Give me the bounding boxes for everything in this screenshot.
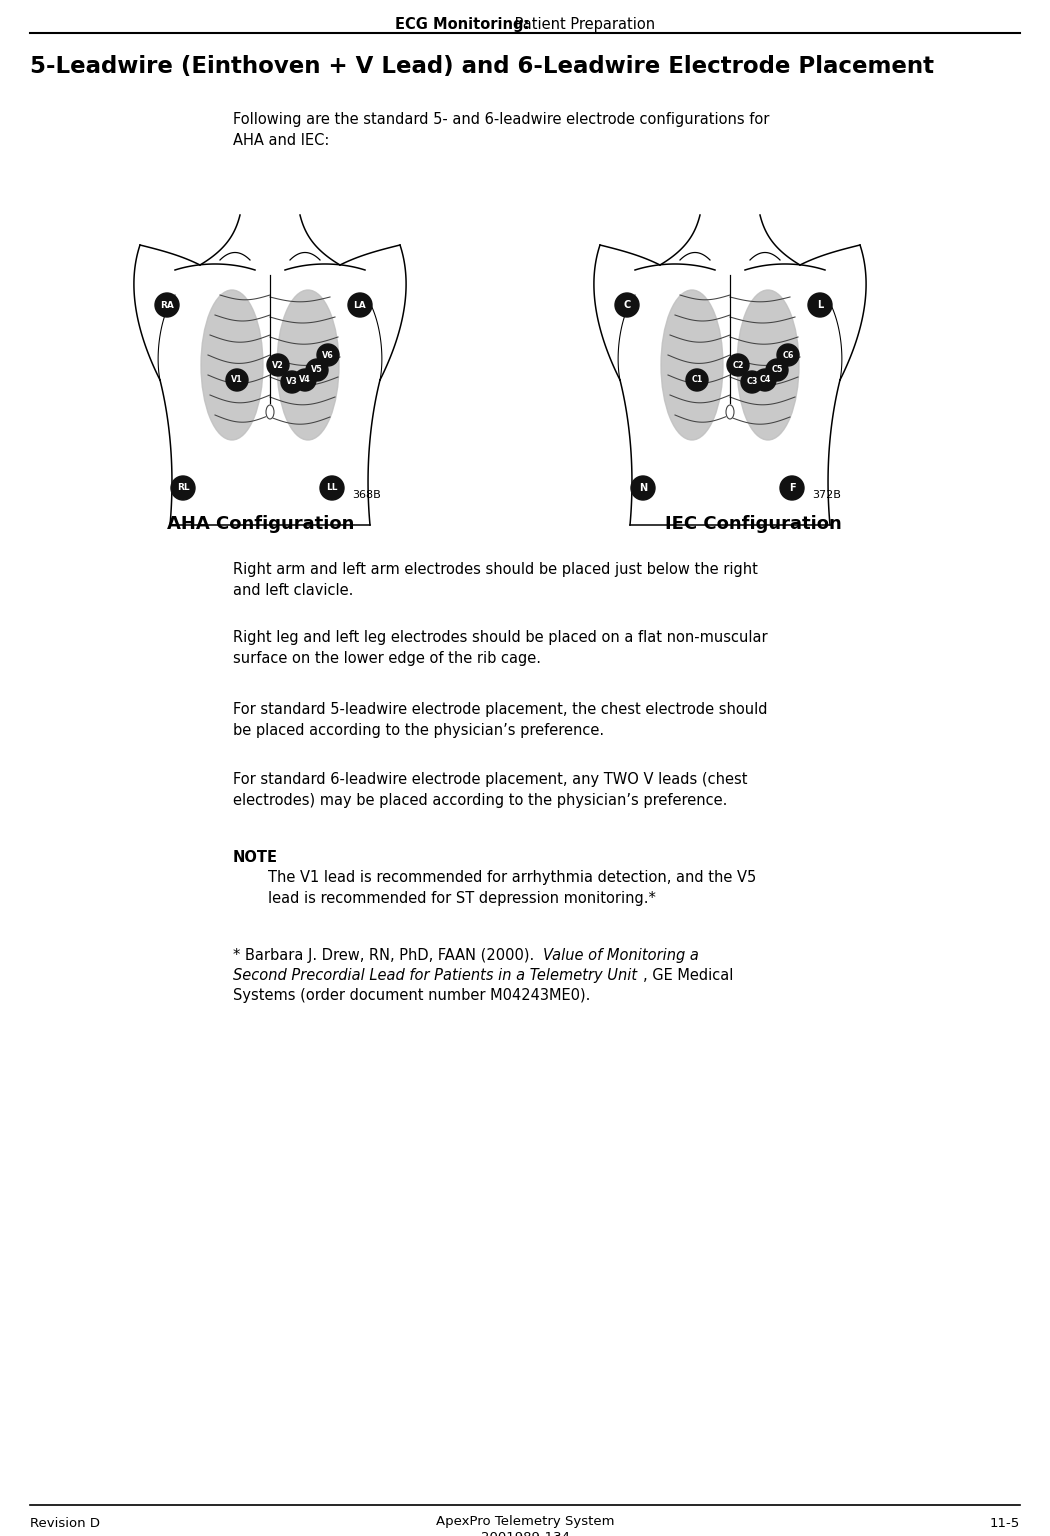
Text: Right arm and left arm electrodes should be placed just below the right
and left: Right arm and left arm electrodes should…	[233, 562, 758, 598]
Text: V5: V5	[311, 366, 323, 375]
Text: C1: C1	[691, 375, 702, 384]
Ellipse shape	[266, 406, 274, 419]
Text: 5-Leadwire (Einthoven + V Lead) and 6-Leadwire Electrode Placement: 5-Leadwire (Einthoven + V Lead) and 6-Le…	[30, 55, 934, 78]
Text: C3: C3	[747, 378, 758, 387]
Text: 372B: 372B	[812, 490, 841, 501]
Text: 368B: 368B	[352, 490, 381, 501]
Text: Second Precordial Lead for Patients in a Telemetry Unit: Second Precordial Lead for Patients in a…	[233, 968, 637, 983]
Circle shape	[171, 476, 195, 501]
Circle shape	[777, 344, 799, 366]
Circle shape	[808, 293, 832, 316]
Ellipse shape	[662, 290, 723, 439]
Text: C4: C4	[759, 375, 771, 384]
Text: V6: V6	[322, 350, 334, 359]
Text: ECG Monitoring:: ECG Monitoring:	[395, 17, 529, 32]
Circle shape	[686, 369, 708, 392]
Ellipse shape	[726, 406, 734, 419]
Circle shape	[727, 353, 749, 376]
Text: V1: V1	[231, 375, 243, 384]
Text: IEC Configuration: IEC Configuration	[665, 515, 842, 533]
Circle shape	[320, 476, 344, 501]
Text: C: C	[624, 300, 631, 310]
Circle shape	[226, 369, 248, 392]
Circle shape	[766, 359, 788, 381]
Text: Right leg and left leg electrodes should be placed on a flat non-muscular
surfac: Right leg and left leg electrodes should…	[233, 630, 768, 667]
Circle shape	[155, 293, 179, 316]
Ellipse shape	[201, 290, 262, 439]
Text: The V1 lead is recommended for arrhythmia detection, and the V5
lead is recommen: The V1 lead is recommended for arrhythmi…	[268, 869, 756, 906]
Text: V2: V2	[272, 361, 284, 370]
Text: ApexPro Telemetry System: ApexPro Telemetry System	[436, 1514, 614, 1528]
Ellipse shape	[737, 290, 799, 439]
Text: L: L	[817, 300, 823, 310]
Circle shape	[754, 369, 776, 392]
Text: RL: RL	[176, 484, 189, 493]
Circle shape	[780, 476, 804, 501]
Text: For standard 5-leadwire electrode placement, the chest electrode should
be place: For standard 5-leadwire electrode placem…	[233, 702, 768, 737]
Text: C6: C6	[782, 350, 794, 359]
Circle shape	[317, 344, 339, 366]
Circle shape	[615, 293, 639, 316]
Text: Value of Monitoring a: Value of Monitoring a	[543, 948, 699, 963]
Circle shape	[281, 372, 303, 393]
Text: AHA Configuration: AHA Configuration	[167, 515, 355, 533]
Text: 2001989-134: 2001989-134	[481, 1531, 569, 1536]
Text: 11-5: 11-5	[990, 1518, 1020, 1530]
Circle shape	[631, 476, 655, 501]
Text: For standard 6-leadwire electrode placement, any TWO V leads (chest
electrodes) : For standard 6-leadwire electrode placem…	[233, 773, 748, 808]
Text: C5: C5	[772, 366, 782, 375]
Text: Systems (order document number M04243ME0).: Systems (order document number M04243ME0…	[233, 988, 590, 1003]
Text: Patient Preparation: Patient Preparation	[510, 17, 655, 32]
Circle shape	[741, 372, 763, 393]
Text: RA: RA	[160, 301, 174, 309]
Text: , GE Medical: , GE Medical	[643, 968, 733, 983]
Circle shape	[348, 293, 372, 316]
Circle shape	[306, 359, 328, 381]
Ellipse shape	[277, 290, 339, 439]
Circle shape	[294, 369, 316, 392]
Text: Following are the standard 5- and 6-leadwire electrode configurations for
AHA an: Following are the standard 5- and 6-lead…	[233, 112, 770, 147]
Text: C2: C2	[732, 361, 743, 370]
Text: F: F	[789, 482, 795, 493]
Text: V4: V4	[299, 375, 311, 384]
Text: LL: LL	[327, 484, 338, 493]
Text: * Barbara J. Drew, RN, PhD, FAAN (2000).: * Barbara J. Drew, RN, PhD, FAAN (2000).	[233, 948, 539, 963]
Text: NOTE: NOTE	[233, 849, 278, 865]
Circle shape	[267, 353, 289, 376]
Text: LA: LA	[354, 301, 366, 309]
Text: V3: V3	[286, 378, 298, 387]
Text: N: N	[639, 482, 647, 493]
Text: Revision D: Revision D	[30, 1518, 100, 1530]
